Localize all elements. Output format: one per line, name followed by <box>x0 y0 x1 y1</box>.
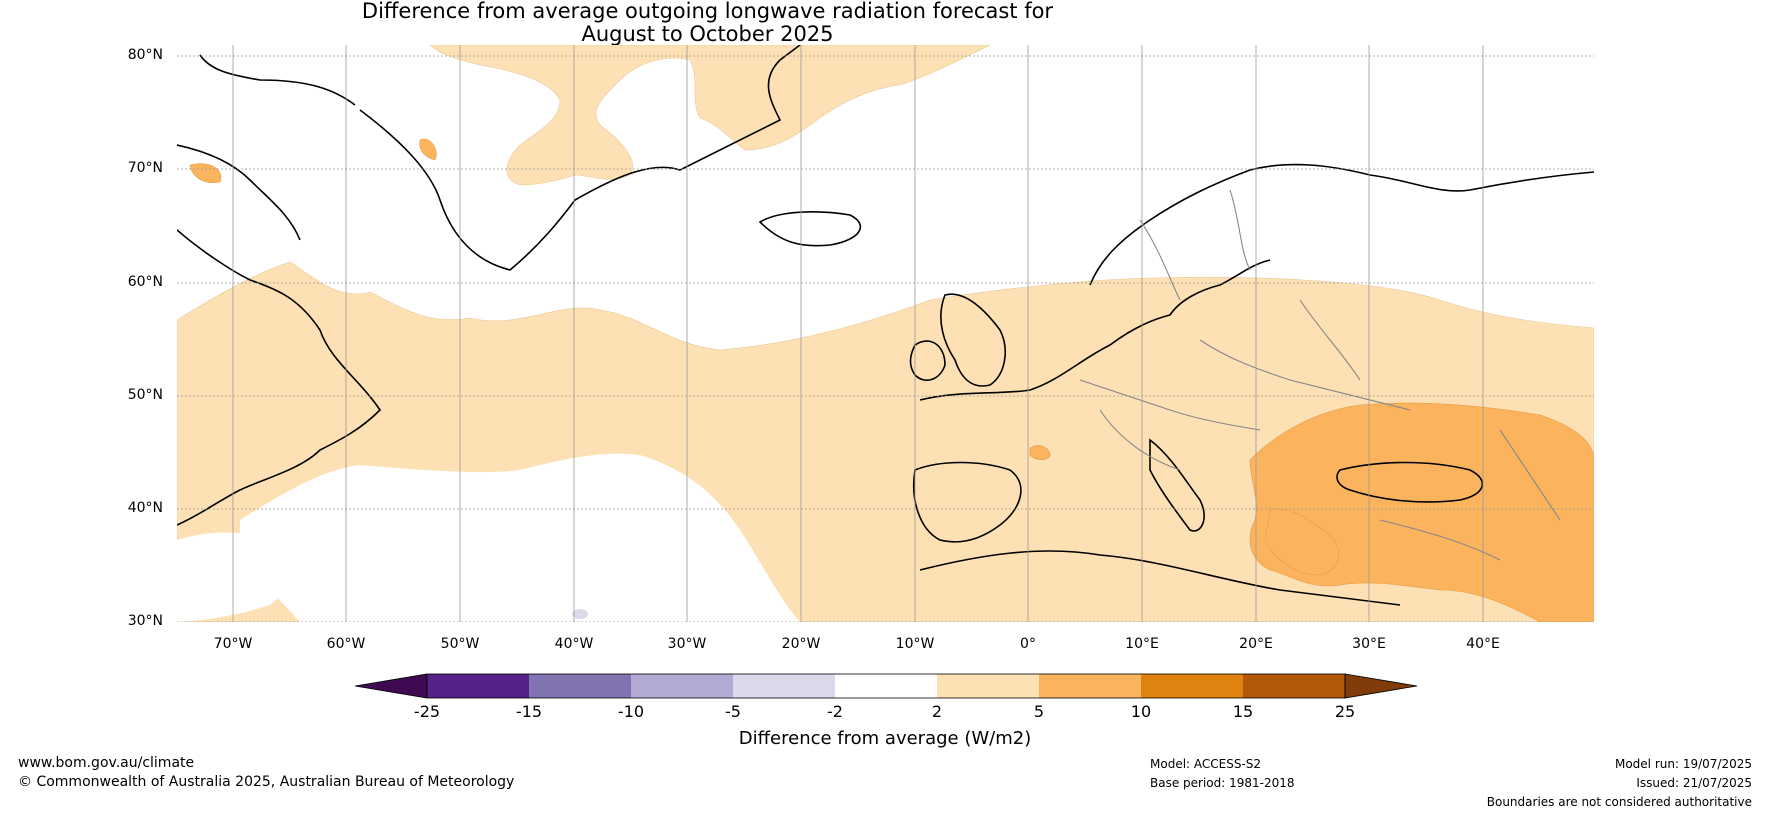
copyright-text: © Commonwealth of Australia 2025, Austra… <box>18 774 515 790</box>
atlantic-clear-hole <box>240 453 800 622</box>
map-title: Difference from average outgoing longwav… <box>0 0 1415 46</box>
baffin-coast-spot <box>189 163 222 183</box>
model-run-text: Model run: 19/07/2025 <box>1614 757 1752 771</box>
website-link[interactable]: www.bom.gov.au/climate <box>18 755 195 771</box>
colorbar-tick: -10 <box>617 702 645 721</box>
lon-label-50w: 50°W <box>440 636 480 652</box>
lon-label-40w: 40°W <box>554 636 594 652</box>
arctic-shelf-region <box>429 45 991 186</box>
issued-text: Issued: 21/07/2025 <box>1636 776 1752 790</box>
graticule <box>177 45 1594 622</box>
lon-label-20e: 20°E <box>1239 636 1273 652</box>
colorbar-tick: 10 <box>1130 702 1152 721</box>
colorbar-tick: -25 <box>413 702 441 721</box>
colorbar-label: Difference from average (W/m2) <box>738 728 1032 749</box>
colorbar-tick: -5 <box>725 702 741 721</box>
model-text: Model: ACCESS-S2 <box>1150 757 1262 771</box>
disclaimer-text: Boundaries are not considered authoritat… <box>1486 795 1752 809</box>
scandinavia-coast <box>1089 163 1594 286</box>
title-line-2: August to October 2025 <box>581 22 834 46</box>
colorbar-frame <box>426 673 1346 699</box>
lon-label-70w: 70°W <box>213 636 253 652</box>
coastlines <box>177 45 1594 606</box>
europe-coast <box>919 259 1271 401</box>
uk-coast <box>940 293 1006 387</box>
country-borders <box>1079 189 1561 561</box>
lon-label-30e: 30°E <box>1352 636 1386 652</box>
greenland-coast-spot <box>419 138 437 161</box>
colorbar-tick: 2 <box>931 702 943 721</box>
colorbar-bin-1 <box>427 674 529 698</box>
north-africa-coast <box>919 550 1401 606</box>
lon-label-40e: 40°E <box>1466 636 1500 652</box>
lat-label-80n: 80°N <box>127 47 163 63</box>
lon-label-30w: 30°W <box>667 636 707 652</box>
lon-label-60w: 60°W <box>326 636 366 652</box>
lon-label-0: 0° <box>1020 636 1036 652</box>
iberia-coast <box>912 461 1022 543</box>
base-period-text: Base period: 1981-2018 <box>1150 776 1295 790</box>
lon-label-10w: 10°W <box>895 636 935 652</box>
anomaly-2-to-5-shading <box>177 45 1594 622</box>
colorbar-tick: -15 <box>515 702 543 721</box>
colorbar-tick: -2 <box>827 702 843 721</box>
ireland-coast <box>909 340 946 381</box>
lat-label-30n: 30°N <box>127 613 163 629</box>
colorbar-bin-9 <box>1243 674 1345 698</box>
colorbar-tick: 5 <box>1033 702 1045 721</box>
greece-region <box>1264 508 1339 576</box>
greenland-coast <box>359 45 801 271</box>
north-america-coast <box>177 229 382 526</box>
lat-label-50n: 50°N <box>127 387 163 403</box>
colorbar-bin-3 <box>631 674 733 698</box>
colorbar-bin-2 <box>529 674 631 698</box>
lon-label-10e: 10°E <box>1125 636 1159 652</box>
central-europe-spot <box>1029 445 1051 460</box>
iceland-coast <box>758 211 862 247</box>
atlantic-anomaly-patch <box>177 532 291 622</box>
greenland-west-coast <box>199 54 356 106</box>
lon-label-20w: 20°W <box>781 636 821 652</box>
anomaly-5-to-10-shading <box>189 138 1594 622</box>
colorbar <box>354 673 1418 699</box>
black-sea-coast <box>1336 461 1484 503</box>
small-negative-patch <box>572 609 588 619</box>
colorbar-bin-7 <box>1039 674 1141 698</box>
italy-coast <box>1149 438 1205 532</box>
lat-label-60n: 60°N <box>127 274 163 290</box>
map-plot-area <box>177 45 1594 622</box>
colorbar-bin-6 <box>937 674 1039 698</box>
colorbar-bin-8 <box>1141 674 1243 698</box>
colorbar-tick: 15 <box>1232 702 1254 721</box>
colorbar-low-extend <box>354 673 428 699</box>
lat-label-70n: 70°N <box>127 160 163 176</box>
baffin-island-coast <box>177 144 301 241</box>
colorbar-tick: 25 <box>1334 702 1356 721</box>
title-line-1: Difference from average outgoing longwav… <box>361 0 1054 23</box>
colorbar-bin-5 <box>835 674 937 698</box>
colorbar-bin-4 <box>733 674 835 698</box>
colorbar-high-extend <box>1344 673 1418 699</box>
lat-label-40n: 40°N <box>127 500 163 516</box>
